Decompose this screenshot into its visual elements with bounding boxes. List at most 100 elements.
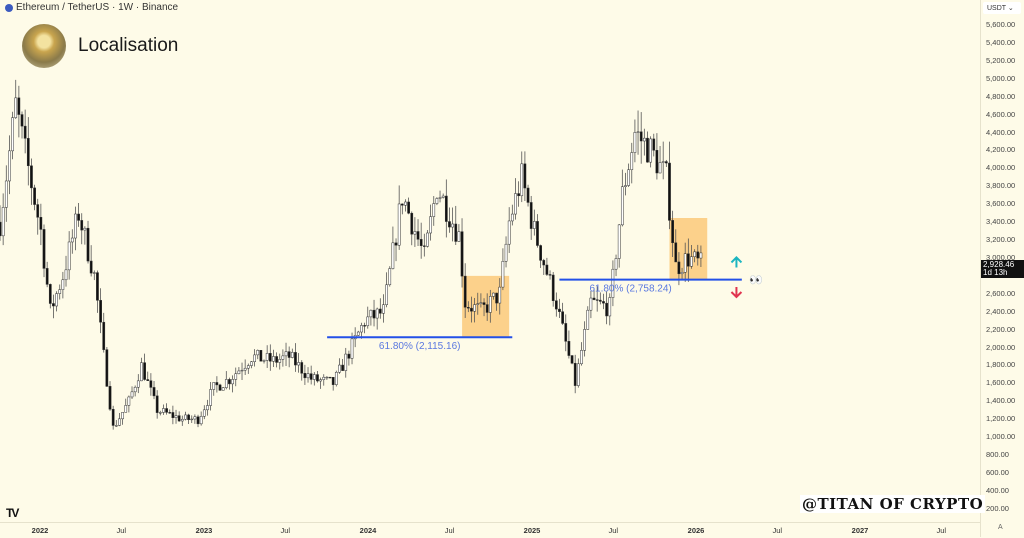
candle-up xyxy=(388,268,392,286)
candle-up xyxy=(576,363,580,386)
candle-down xyxy=(42,229,46,269)
candle-up xyxy=(693,251,696,257)
candle-up xyxy=(140,362,143,382)
eyes-emoji-icon: 👀 xyxy=(749,275,763,287)
candle-up xyxy=(583,329,586,351)
candle-down xyxy=(171,412,175,418)
candle-up xyxy=(193,416,197,420)
price-tick-label: 600.00 xyxy=(986,468,1009,477)
candle-down xyxy=(495,292,498,304)
tradingview-logo-icon[interactable]: TV xyxy=(6,506,19,520)
candle-up xyxy=(492,292,495,297)
candle-down xyxy=(605,302,608,317)
time-tick-label: Jul xyxy=(280,526,291,535)
candle-down xyxy=(108,386,112,410)
candle-up xyxy=(250,361,253,366)
candle-up xyxy=(580,350,583,365)
candle-down xyxy=(86,227,90,262)
candle-up xyxy=(498,286,502,304)
candle-down xyxy=(671,220,674,244)
candle-up xyxy=(608,297,612,317)
candle-up xyxy=(199,416,203,425)
candle-down xyxy=(52,303,55,307)
candle-up xyxy=(504,243,508,262)
avatar xyxy=(22,24,66,68)
candle-down xyxy=(45,268,49,285)
candle-up xyxy=(127,396,131,406)
time-tick-label: 2025 xyxy=(523,526,541,535)
candle-up xyxy=(514,193,517,215)
price-tick-label: 1,400.00 xyxy=(986,396,1016,406)
candle-down xyxy=(102,321,106,350)
candle-up xyxy=(586,309,590,330)
price-tick-label: 400.00 xyxy=(986,485,1009,495)
candle-up xyxy=(441,195,445,198)
candle-up xyxy=(690,256,693,267)
time-axis[interactable]: 2022 Jul 2023 Jul 2024 Jul 2025 Jul 2026 Jul 2027 J… xyxy=(0,522,980,538)
candle-down xyxy=(561,311,564,324)
candle-down xyxy=(143,362,146,380)
candle-down xyxy=(80,220,84,231)
candle-up xyxy=(624,185,627,187)
candle-up xyxy=(64,269,68,281)
candle-up xyxy=(284,351,288,357)
price-chart[interactable]: 61.80% (2,115.16) 61.80% (2,758.24) 👀 xyxy=(0,0,980,522)
candle-up xyxy=(133,386,137,393)
candle-down xyxy=(287,351,291,358)
candle-down xyxy=(567,341,571,356)
candle-down xyxy=(517,193,520,197)
candle-down xyxy=(300,362,304,374)
currency-selector[interactable]: USDT ⌄ xyxy=(983,2,1021,14)
symbol-header: Ethereum / TetherUS · 1W · Binance xyxy=(5,2,178,13)
candle-down xyxy=(677,261,681,275)
candle-up xyxy=(237,370,241,375)
last-price-tag: 2,928.46 1d 13h xyxy=(981,260,1024,278)
candle-down xyxy=(218,384,222,391)
auto-scale-button[interactable]: A xyxy=(998,524,1003,531)
candle-up xyxy=(83,227,87,231)
candle-up xyxy=(488,296,492,313)
candle-down xyxy=(539,245,542,261)
candle-down xyxy=(177,415,181,422)
candle-down xyxy=(668,162,671,221)
price-tick-label: 2,400.00 xyxy=(986,306,1016,316)
candle-down xyxy=(30,165,33,189)
candle-up xyxy=(507,220,511,245)
candle-down xyxy=(17,97,21,115)
candle-down xyxy=(152,387,156,397)
candle-up xyxy=(356,331,360,336)
candle-down xyxy=(331,377,335,385)
watermark: @TITAN OF CRYPTO xyxy=(800,495,986,513)
candle-up xyxy=(136,380,140,388)
price-tick-label: 5,400.00 xyxy=(986,37,1016,47)
candle-up xyxy=(231,379,234,385)
fib-level-label: 61.80% (2,115.16) xyxy=(379,341,461,352)
candle-up xyxy=(243,367,247,371)
price-tick-label: 4,200.00 xyxy=(986,145,1016,155)
candle-down xyxy=(470,307,473,312)
candle-down xyxy=(303,373,307,379)
candle-down xyxy=(526,187,530,203)
price-tick-label: 4,800.00 xyxy=(986,91,1016,101)
candle-down xyxy=(485,304,489,313)
bar-countdown: 1d 13h xyxy=(983,268,1008,277)
candle-down xyxy=(646,137,649,163)
candle-up xyxy=(476,303,480,305)
candle-down xyxy=(111,409,115,426)
candle-down xyxy=(448,221,451,228)
time-tick-label: 2026 xyxy=(687,526,705,535)
brand-name: Localisation xyxy=(78,35,179,56)
candle-down xyxy=(551,274,555,301)
candle-up xyxy=(391,242,395,269)
candle-down xyxy=(696,251,700,259)
candle-up xyxy=(397,203,401,246)
candle-up xyxy=(74,213,77,239)
candle-up xyxy=(520,163,524,197)
candle-up xyxy=(429,216,432,234)
candle-up xyxy=(312,374,316,380)
time-tick-label: Jul xyxy=(936,526,947,535)
candle-up xyxy=(620,186,624,226)
candle-up xyxy=(206,405,209,411)
candle-down xyxy=(460,231,464,277)
candle-up xyxy=(636,131,640,133)
